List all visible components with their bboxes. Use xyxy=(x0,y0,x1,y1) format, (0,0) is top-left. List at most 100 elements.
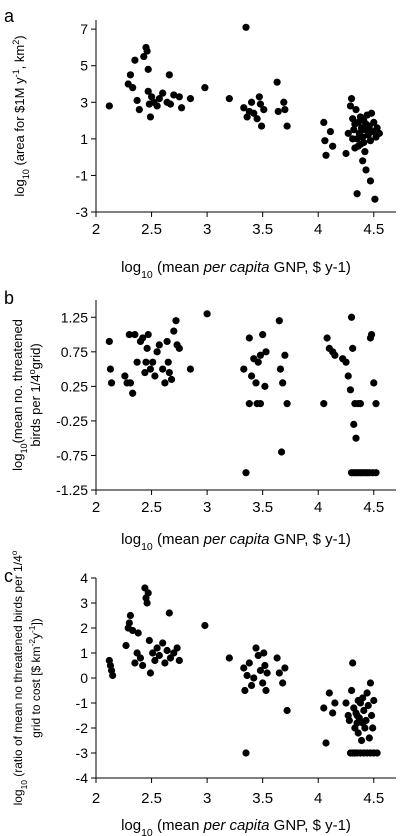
y-tick-label: 0.25 xyxy=(61,378,88,394)
data-point xyxy=(322,739,330,747)
data-point xyxy=(241,686,249,695)
label-part: log xyxy=(12,179,27,196)
y-axis-label: log10(mean no. threatened xyxy=(10,319,29,471)
data-point xyxy=(131,56,139,64)
data-point xyxy=(225,654,233,662)
data-point xyxy=(250,674,258,682)
x-axis-label: log10 (mean per capita GNP, $ y-1) xyxy=(121,259,351,281)
x-tick-label: 4.5 xyxy=(363,790,384,807)
data-point xyxy=(352,434,360,442)
data-point xyxy=(146,113,155,121)
data-point xyxy=(245,659,253,667)
data-point xyxy=(135,106,143,114)
data-point xyxy=(354,142,362,150)
data-point xyxy=(240,664,248,672)
label-part: per capita xyxy=(203,259,270,276)
data-point xyxy=(243,671,251,680)
label-part: , km xyxy=(12,45,27,70)
label-part: (mean xyxy=(153,259,204,276)
data-point xyxy=(186,365,195,373)
data-point xyxy=(143,47,151,55)
data-point xyxy=(186,95,195,103)
data-point xyxy=(342,358,350,366)
data-point xyxy=(254,358,262,366)
data-point xyxy=(129,84,137,92)
data-point xyxy=(279,379,287,387)
data-point xyxy=(359,133,367,141)
data-point xyxy=(273,654,281,662)
data-point xyxy=(347,686,356,695)
data-point xyxy=(105,337,113,346)
data-point xyxy=(163,337,171,346)
data-point xyxy=(133,358,141,366)
x-tick-label: 4.5 xyxy=(363,221,384,238)
x-axis-label: log10 (mean per capita GNP, $ y-1) xyxy=(121,531,351,553)
label-part: grid) xyxy=(28,343,43,369)
x-tick-label: 3 xyxy=(203,221,211,238)
data-point xyxy=(347,313,356,321)
data-point xyxy=(263,669,271,677)
data-point xyxy=(344,129,352,137)
data-point xyxy=(259,330,267,339)
data-point xyxy=(363,126,371,134)
data-point xyxy=(371,195,379,203)
data-point xyxy=(129,626,137,635)
data-point xyxy=(323,334,331,342)
data-point xyxy=(143,344,151,352)
data-point xyxy=(146,365,155,373)
data-point xyxy=(201,621,209,630)
data-point xyxy=(247,372,256,380)
data-point xyxy=(121,372,129,380)
data-point xyxy=(373,124,381,132)
data-point xyxy=(347,95,356,103)
x-tick-label: 2.5 xyxy=(141,499,162,516)
data-point xyxy=(370,118,378,126)
data-point xyxy=(177,104,186,112)
data-point xyxy=(175,93,183,101)
data-point xyxy=(175,656,183,665)
data-point xyxy=(165,368,173,377)
label-part: (area for $1M y xyxy=(12,77,27,169)
data-point xyxy=(360,138,368,147)
label-part: 10 xyxy=(19,443,29,453)
y-tick-label: 4 xyxy=(80,570,88,586)
data-point xyxy=(372,400,380,408)
y-tick-label: -0.25 xyxy=(56,413,88,429)
data-point xyxy=(255,93,263,101)
data-point xyxy=(144,589,152,597)
panel-label: c xyxy=(4,566,13,586)
data-point xyxy=(140,52,148,61)
data-point xyxy=(276,365,285,373)
y-tick-label: -3 xyxy=(76,204,89,220)
label-part: 10 xyxy=(141,541,153,553)
y-tick-label: -1 xyxy=(76,695,89,711)
data-point xyxy=(166,100,175,108)
data-point xyxy=(147,93,156,101)
data-point xyxy=(134,629,142,637)
data-point xyxy=(326,127,335,136)
label-part: GNP, $ y-1) xyxy=(270,259,351,276)
panel-label: a xyxy=(4,6,15,26)
data-point xyxy=(240,104,248,112)
data-point xyxy=(273,78,281,86)
data-point xyxy=(346,386,355,394)
y-tick-label: -4 xyxy=(76,770,89,786)
x-tick-label: 4.5 xyxy=(363,499,384,516)
data-point xyxy=(283,400,291,408)
x-tick-label: 3.5 xyxy=(252,790,273,807)
data-point xyxy=(256,100,265,108)
data-point xyxy=(283,706,291,715)
data-point xyxy=(106,365,115,373)
label-part: log xyxy=(121,531,141,548)
label-part: log xyxy=(10,454,25,471)
data-point xyxy=(153,348,161,356)
data-point xyxy=(366,679,375,687)
label-part: GNP, $ y-1) xyxy=(270,531,351,548)
data-point xyxy=(261,382,269,390)
data-point xyxy=(107,379,116,387)
data-point xyxy=(345,716,353,725)
data-point xyxy=(320,118,328,126)
x-tick-label: 3 xyxy=(203,790,211,807)
